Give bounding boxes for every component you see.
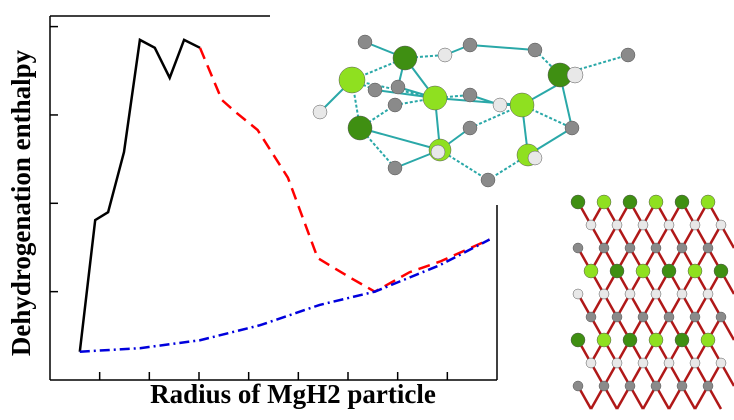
atom [689, 311, 701, 323]
atom [622, 332, 638, 348]
atom [585, 357, 597, 369]
atom [700, 194, 716, 210]
atom [572, 242, 584, 254]
atom [650, 380, 662, 392]
atom [583, 263, 599, 279]
atom [663, 311, 675, 323]
atom [564, 120, 580, 136]
bond [359, 127, 441, 151]
atom [715, 311, 727, 323]
atom [390, 79, 406, 95]
atom [702, 380, 714, 392]
bond [469, 44, 536, 51]
atom [338, 66, 366, 94]
atom [585, 311, 597, 323]
atom [637, 311, 649, 323]
atom [527, 42, 543, 58]
atom [357, 34, 373, 50]
atom [609, 263, 625, 279]
atom [700, 332, 716, 348]
atom [598, 242, 610, 254]
atom [702, 288, 714, 300]
atom [676, 288, 688, 300]
atom [367, 82, 383, 98]
atom [676, 242, 688, 254]
atom [598, 288, 610, 300]
lattice-illustration [570, 194, 734, 410]
x-axis-label: Radius of MgH2 particle [150, 379, 436, 409]
atom [462, 120, 478, 136]
atom [527, 150, 543, 166]
atom [663, 219, 675, 231]
atom [648, 332, 664, 348]
atom [572, 288, 584, 300]
atom [430, 144, 446, 160]
atom [624, 380, 636, 392]
atom [422, 85, 448, 111]
atom [674, 194, 690, 210]
atom [596, 194, 612, 210]
atom [611, 219, 623, 231]
atom [387, 160, 403, 176]
atom [624, 242, 636, 254]
atom [570, 194, 586, 210]
atom [702, 242, 714, 254]
atom [687, 263, 703, 279]
atom [715, 219, 727, 231]
series-line [78, 37, 201, 352]
atom [650, 242, 662, 254]
atom [480, 172, 496, 188]
atom [650, 288, 662, 300]
atom [492, 97, 508, 113]
atom [462, 87, 478, 103]
atom [624, 288, 636, 300]
atom [622, 194, 638, 210]
atom [572, 380, 584, 392]
atom [661, 263, 677, 279]
atom [347, 115, 373, 141]
atom [715, 357, 727, 369]
atom [713, 263, 729, 279]
series-line [198, 47, 491, 294]
bond [521, 104, 573, 129]
atom [566, 66, 584, 84]
atom [596, 332, 612, 348]
series-line [79, 238, 491, 353]
atom [611, 357, 623, 369]
cluster-illustration [312, 34, 636, 188]
atom [387, 97, 403, 113]
atom [689, 357, 701, 369]
atom [509, 92, 535, 118]
atom [663, 357, 675, 369]
atom [585, 219, 597, 231]
bond [434, 97, 523, 106]
atom [392, 45, 418, 71]
atom [676, 380, 688, 392]
y-axis-label: Dehydrogenation enthalpy [6, 49, 36, 356]
atom [611, 311, 623, 323]
atom [635, 263, 651, 279]
atom [620, 47, 636, 63]
bond [359, 127, 396, 169]
atom [570, 332, 586, 348]
atom [462, 37, 478, 53]
atom [637, 219, 649, 231]
atom [674, 332, 690, 348]
atom [312, 104, 328, 120]
atom [437, 47, 453, 63]
bond [439, 149, 489, 181]
atom [598, 380, 610, 392]
atom [689, 219, 701, 231]
atom [648, 194, 664, 210]
atom [637, 357, 649, 369]
